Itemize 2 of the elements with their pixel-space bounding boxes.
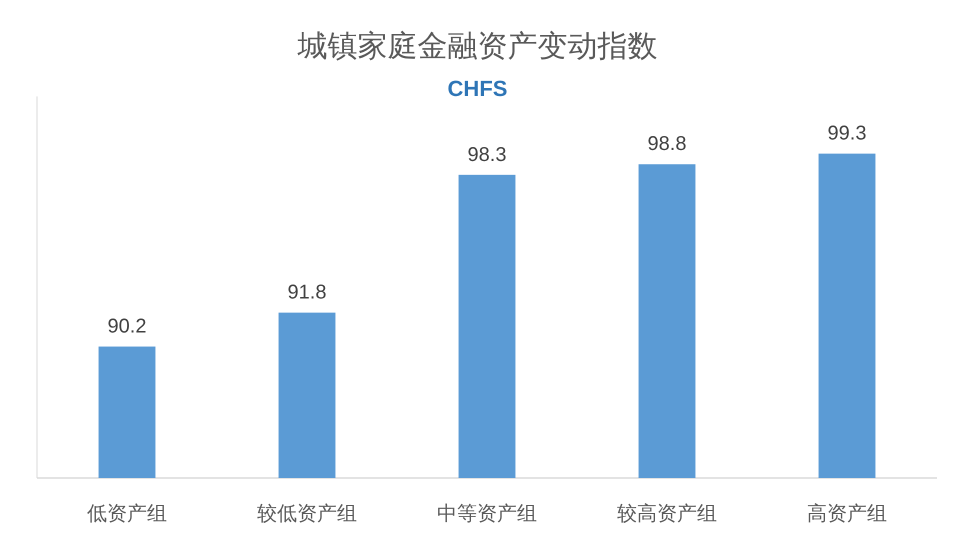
title: 城镇家庭金融资产变动指数 xyxy=(298,29,658,64)
subtitle: CHFS xyxy=(448,76,508,101)
